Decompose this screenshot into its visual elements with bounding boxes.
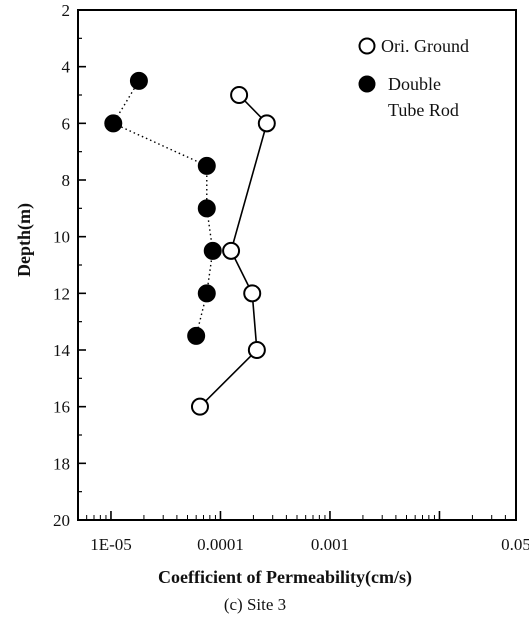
series-ori-ground — [190, 86, 276, 416]
legend-label-double-line1: Double — [388, 74, 441, 94]
filled-circle-point — [187, 326, 206, 345]
x-tick-label: 0.0001 — [197, 535, 244, 554]
y-tick-label: 4 — [62, 58, 71, 77]
x-tick-label: 1E-05 — [90, 535, 132, 554]
legend-filled-circle-marker — [358, 75, 376, 93]
open-circle-point — [230, 86, 249, 104]
open-circle-point — [247, 341, 266, 359]
x-axis-ticks: 1E-05 0.0001 0.001 0.05 — [86, 511, 529, 554]
y-tick-label: 6 — [62, 114, 71, 133]
filled-circle-point — [197, 156, 216, 175]
y-tick-label: 12 — [53, 284, 70, 303]
filled-circle-point — [197, 284, 216, 303]
series-layer — [104, 71, 276, 416]
filled-circle-point — [129, 71, 148, 90]
y-tick-label: 10 — [53, 228, 70, 247]
filled-circle-point — [104, 114, 123, 133]
open-circle-point — [243, 284, 262, 303]
legend-label-ori-ground: Ori. Ground — [381, 36, 469, 56]
legend-open-circle-marker — [358, 37, 376, 55]
y-tick-label: 2 — [62, 1, 71, 20]
x-tick-label: 0.05 — [501, 535, 529, 554]
y-tick-label: 8 — [62, 171, 71, 190]
y-axis-title: Depth(m) — [14, 203, 35, 277]
filled-circle-point — [197, 199, 216, 218]
legend-label-double-line2: Tube Rod — [388, 100, 459, 120]
y-tick-label: 18 — [53, 454, 70, 473]
figure-caption: (c) Site 3 — [224, 595, 286, 614]
open-circle-point — [222, 241, 241, 260]
x-axis-title: Coefficient of Permeability(cm/s) — [158, 567, 412, 588]
legend: Ori. Ground Double Tube Rod — [358, 36, 469, 120]
x-tick-label: 0.001 — [311, 535, 349, 554]
open-circle-point — [257, 114, 276, 133]
y-tick-label: 20 — [53, 511, 70, 530]
filled-circle-point — [203, 241, 222, 260]
y-tick-label: 14 — [53, 341, 71, 360]
open-circle-point — [190, 397, 209, 416]
series-double-tube-rod — [104, 71, 222, 345]
y-tick-label: 16 — [53, 398, 70, 417]
y-axis-ticks: 2 4 6 8 10 12 14 16 18 20 — [53, 1, 86, 530]
